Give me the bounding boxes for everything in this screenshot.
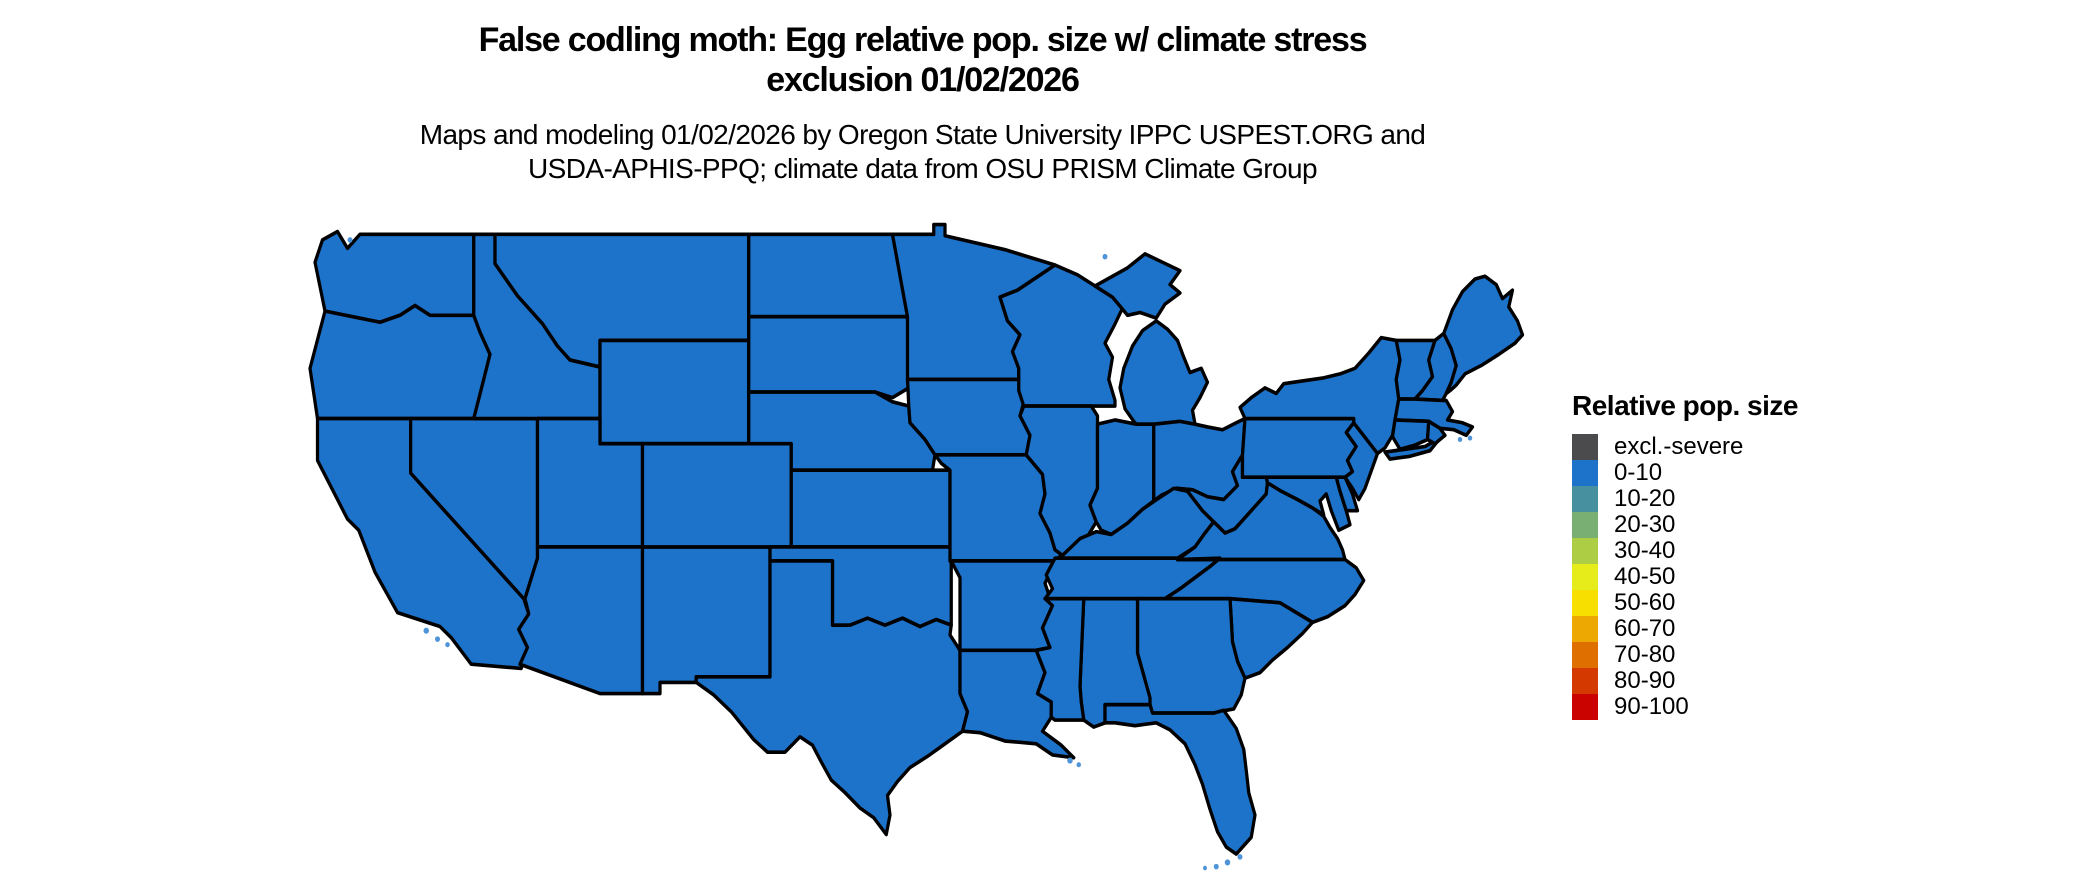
legend-row-70-80: 70-80 — [1572, 642, 1872, 668]
state-oh — [1152, 416, 1247, 503]
island-key-4 — [1203, 865, 1207, 871]
legend-row-90-100: 90-100 — [1572, 694, 1872, 720]
legend-label: 30-40 — [1614, 537, 1676, 564]
legend-row-80-90: 80-90 — [1572, 668, 1872, 694]
state-co — [640, 441, 793, 549]
legend-row-30-40: 30-40 — [1572, 538, 1872, 564]
state-ks — [789, 468, 952, 549]
state-wy — [598, 338, 751, 446]
legend-swatch — [1572, 642, 1598, 668]
title-line-1: False codling moth: Egg relative pop. si… — [478, 21, 1368, 59]
legend-swatch — [1572, 486, 1598, 512]
state-pa — [1240, 416, 1358, 480]
legend-swatch — [1572, 590, 1598, 616]
legend-label: 60-70 — [1614, 615, 1676, 642]
legend-swatch — [1572, 694, 1598, 720]
legend-label: 40-50 — [1614, 563, 1676, 590]
subtitle-line-1: Maps and modeling 01/02/2026 by Oregon S… — [419, 119, 1426, 150]
legend-swatch — [1572, 460, 1598, 486]
island-delta-1 — [1067, 757, 1073, 764]
state-ms — [1034, 596, 1086, 722]
state-ar — [949, 559, 1057, 653]
state-ct — [1390, 418, 1431, 452]
state-ia — [905, 377, 1032, 457]
island-channel-3 — [445, 642, 450, 648]
us-choropleth-map — [305, 212, 1530, 875]
map-subtitle: Maps and modeling 01/02/2026 by Oregon S… — [0, 118, 1845, 186]
island-channel-2 — [435, 636, 440, 642]
island-nantucket — [1457, 437, 1463, 443]
state-nm — [640, 545, 772, 696]
state-sd — [747, 314, 911, 400]
island-key-3 — [1213, 863, 1219, 870]
map-title: False codling moth: Egg relative pop. si… — [0, 20, 1845, 100]
state-mi — [1093, 252, 1210, 426]
legend-label: 10-20 — [1614, 485, 1676, 512]
state-tx — [694, 559, 970, 837]
legend-swatch — [1572, 512, 1598, 538]
legend-label: 0-10 — [1614, 459, 1663, 486]
legend-swatch — [1572, 538, 1598, 564]
state-ga — [1135, 596, 1247, 715]
state-nd — [747, 232, 910, 319]
legend-label: 80-90 — [1614, 667, 1676, 694]
legend-row-0-10: 0-10 — [1572, 460, 1872, 486]
island-san-juan — [347, 237, 353, 243]
legend-label: 50-60 — [1614, 589, 1676, 616]
legend-title: Relative pop. size — [1572, 390, 1798, 421]
subtitle-line-2: USDA-APHIS-PPQ; climate data from OSU PR… — [528, 153, 1318, 184]
state-az — [517, 545, 645, 696]
legend-row-50-60: 50-60 — [1572, 590, 1872, 616]
state-wi — [998, 263, 1125, 408]
legend-row-60-70: 60-70 — [1572, 616, 1872, 642]
island-key-2 — [1224, 859, 1231, 866]
legend-swatch — [1572, 616, 1598, 642]
state-ri — [1425, 419, 1447, 446]
us-map-svg — [308, 222, 1525, 871]
state-fl — [1103, 702, 1257, 856]
legend-items: excl.-severe 0-10 10-20 20-30 30-40 40-50 50-6… — [1572, 434, 1872, 720]
state-nj — [1343, 420, 1380, 502]
state-or — [308, 303, 492, 421]
legend-swatch — [1572, 668, 1598, 694]
island-delta-2 — [1076, 762, 1081, 768]
legend-row-10-20: 10-20 — [1572, 486, 1872, 512]
legend-label: 20-30 — [1614, 511, 1676, 538]
legend-row-40-50: 40-50 — [1572, 564, 1872, 590]
legend-swatch — [1572, 434, 1598, 460]
title-line-2: exclusion 01/02/2026 — [766, 61, 1080, 99]
states-layer — [308, 222, 1525, 856]
legend-label: 90-100 — [1614, 693, 1689, 720]
state-me — [1442, 274, 1525, 396]
legend-row-20-30: 20-30 — [1572, 512, 1872, 538]
legend-label: excl.-severe — [1614, 433, 1744, 460]
island-channel-1 — [423, 627, 429, 634]
legend-swatch — [1572, 564, 1598, 590]
legend-row-excl.-severe: excl.-severe — [1572, 434, 1872, 460]
island-key-1 — [1237, 854, 1243, 860]
legend: Relative pop. size excl.-severe 0-10 10-20… — [1572, 390, 1872, 720]
coastal-islands — [347, 237, 1473, 871]
island-isle-royale — [1102, 253, 1108, 260]
state-wa — [313, 229, 476, 325]
legend-label: 70-80 — [1614, 641, 1676, 668]
island-marthas-vineyard — [1467, 435, 1473, 441]
